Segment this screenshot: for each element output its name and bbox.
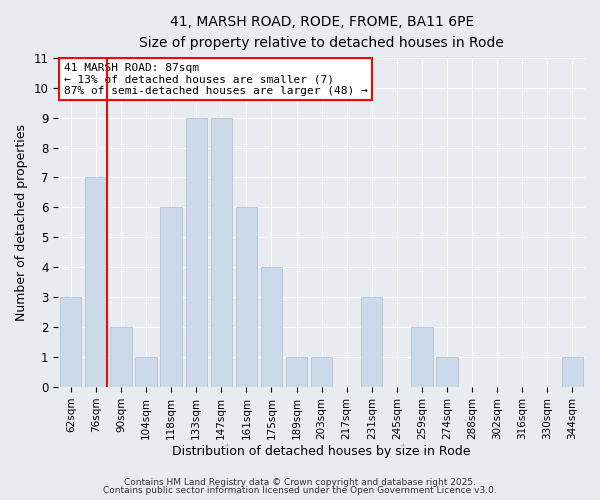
Text: Contains public sector information licensed under the Open Government Licence v3: Contains public sector information licen… <box>103 486 497 495</box>
Bar <box>311 357 332 387</box>
Bar <box>286 357 307 387</box>
Text: 41 MARSH ROAD: 87sqm
← 13% of detached houses are smaller (7)
87% of semi-detach: 41 MARSH ROAD: 87sqm ← 13% of detached h… <box>64 62 367 96</box>
Bar <box>412 327 433 387</box>
Bar <box>436 357 458 387</box>
Bar <box>136 357 157 387</box>
Bar <box>261 268 282 387</box>
Y-axis label: Number of detached properties: Number of detached properties <box>15 124 28 321</box>
Bar <box>160 208 182 387</box>
Bar <box>361 298 382 387</box>
Bar <box>60 298 82 387</box>
Bar <box>185 118 207 387</box>
Bar <box>211 118 232 387</box>
X-axis label: Distribution of detached houses by size in Rode: Distribution of detached houses by size … <box>172 444 471 458</box>
Text: Contains HM Land Registry data © Crown copyright and database right 2025.: Contains HM Land Registry data © Crown c… <box>124 478 476 487</box>
Title: 41, MARSH ROAD, RODE, FROME, BA11 6PE
Size of property relative to detached hous: 41, MARSH ROAD, RODE, FROME, BA11 6PE Si… <box>139 15 504 50</box>
Bar <box>236 208 257 387</box>
Bar <box>562 357 583 387</box>
Bar <box>85 178 107 387</box>
Bar <box>110 327 131 387</box>
